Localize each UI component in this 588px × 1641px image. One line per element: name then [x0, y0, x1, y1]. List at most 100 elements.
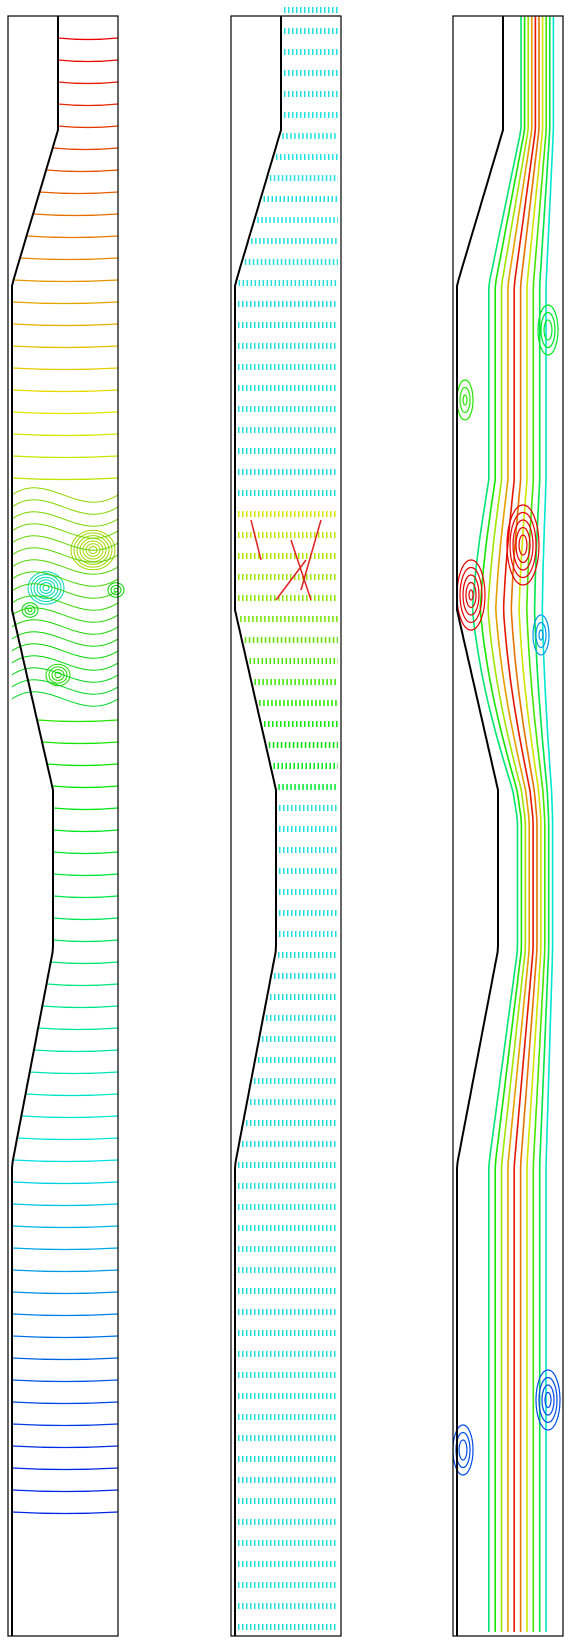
- vortex-ring: [462, 394, 468, 406]
- contour-ring: [27, 571, 65, 605]
- streamline: [471, 16, 522, 1632]
- contour-line: [39, 191, 119, 195]
- contour-ring: [107, 582, 125, 598]
- contour-ring: [54, 671, 62, 679]
- contour-line: [29, 1071, 119, 1075]
- vortex-ring: [515, 526, 531, 564]
- contour-line: [57, 103, 119, 107]
- vortex-ring: [540, 311, 556, 349]
- contour-line: [50, 961, 119, 965]
- contour-ring: [70, 529, 116, 571]
- contour-ring: [24, 605, 36, 615]
- contour-line: [11, 301, 119, 305]
- vector-panel: [230, 7, 342, 1637]
- contour-line: [11, 1445, 119, 1449]
- contour-line: [11, 323, 119, 327]
- vortex-ring: [509, 511, 537, 579]
- contour-line: [11, 1335, 119, 1339]
- contour-line: [26, 235, 119, 239]
- vortex-ring: [541, 1384, 555, 1416]
- contour-ring: [110, 585, 122, 595]
- contour-line: [11, 367, 119, 371]
- vector-arrow: [275, 559, 307, 601]
- panel-frame: [7, 15, 119, 1637]
- contour-line: [21, 1115, 119, 1119]
- vortex-ring: [518, 534, 528, 556]
- contour-line: [57, 125, 119, 129]
- contour-line: [11, 1313, 119, 1317]
- contour-line: [52, 851, 119, 855]
- contour-line: [11, 1203, 119, 1207]
- streamline: [518, 16, 544, 1632]
- contour-line: [11, 1225, 119, 1229]
- vortex-ring: [458, 1439, 468, 1461]
- contour-line: [57, 59, 119, 63]
- contour-line: [57, 81, 119, 85]
- streamline: [541, 16, 555, 1632]
- contour-ring: [33, 576, 59, 600]
- vortex-ring: [538, 1376, 558, 1424]
- contour-line: [11, 607, 119, 623]
- vortex-ring: [538, 629, 544, 641]
- streamline: [510, 16, 540, 1632]
- vortex-ring: [506, 504, 540, 586]
- contour-line: [42, 741, 119, 745]
- contour-line: [11, 523, 119, 539]
- contour-line: [52, 785, 119, 789]
- contour-line: [19, 257, 119, 261]
- contour-line: [11, 1379, 119, 1383]
- streamline: [494, 16, 533, 1632]
- vector-arrow: [250, 519, 262, 561]
- vortex-ring: [462, 574, 480, 616]
- streamline: [502, 16, 537, 1632]
- vortex-ring: [535, 1369, 561, 1431]
- contour-line: [46, 169, 119, 173]
- contour-line: [11, 643, 119, 659]
- vortex-ring: [468, 589, 474, 601]
- contour-line: [11, 1511, 119, 1515]
- contour-line: [11, 535, 119, 551]
- contour-line: [52, 147, 119, 151]
- contour-line: [11, 631, 119, 647]
- contour-line: [25, 1093, 119, 1097]
- contour-line: [11, 477, 119, 481]
- contour-line: [11, 691, 119, 707]
- contour-line: [11, 547, 119, 563]
- contour-line: [12, 1159, 119, 1163]
- contour-line: [11, 583, 119, 599]
- contour-line: [52, 917, 119, 921]
- contour-line: [52, 895, 119, 899]
- contour-line: [11, 455, 119, 459]
- contour-line: [17, 1137, 119, 1141]
- vortex-ring: [532, 614, 550, 656]
- contour-ring: [30, 574, 62, 602]
- contour-line: [11, 619, 119, 635]
- contour-line: [13, 279, 119, 283]
- vortex-ring: [535, 621, 547, 649]
- contour-line: [11, 559, 119, 575]
- contour-line: [47, 763, 119, 767]
- contour-line: [11, 1423, 119, 1427]
- vortex-ring: [544, 1391, 552, 1409]
- contour-line: [57, 37, 119, 41]
- contour-ring: [39, 582, 53, 594]
- streamline: [533, 16, 551, 1632]
- contour-line: [11, 1357, 119, 1361]
- streamline-panel: [452, 15, 564, 1637]
- contour-line: [11, 1467, 119, 1471]
- vessel-wall: [11, 16, 59, 1636]
- contour-line: [11, 1401, 119, 1405]
- panel-frame: [452, 15, 564, 1637]
- contour-ring: [45, 663, 71, 687]
- contour-panel: [7, 15, 125, 1637]
- vortex-ring: [459, 566, 483, 624]
- contour-line: [11, 1269, 119, 1273]
- contour-line: [11, 1181, 119, 1185]
- contour-ring: [82, 540, 104, 560]
- contour-line: [11, 389, 119, 393]
- streamline: [487, 16, 530, 1632]
- contour-line: [11, 433, 119, 437]
